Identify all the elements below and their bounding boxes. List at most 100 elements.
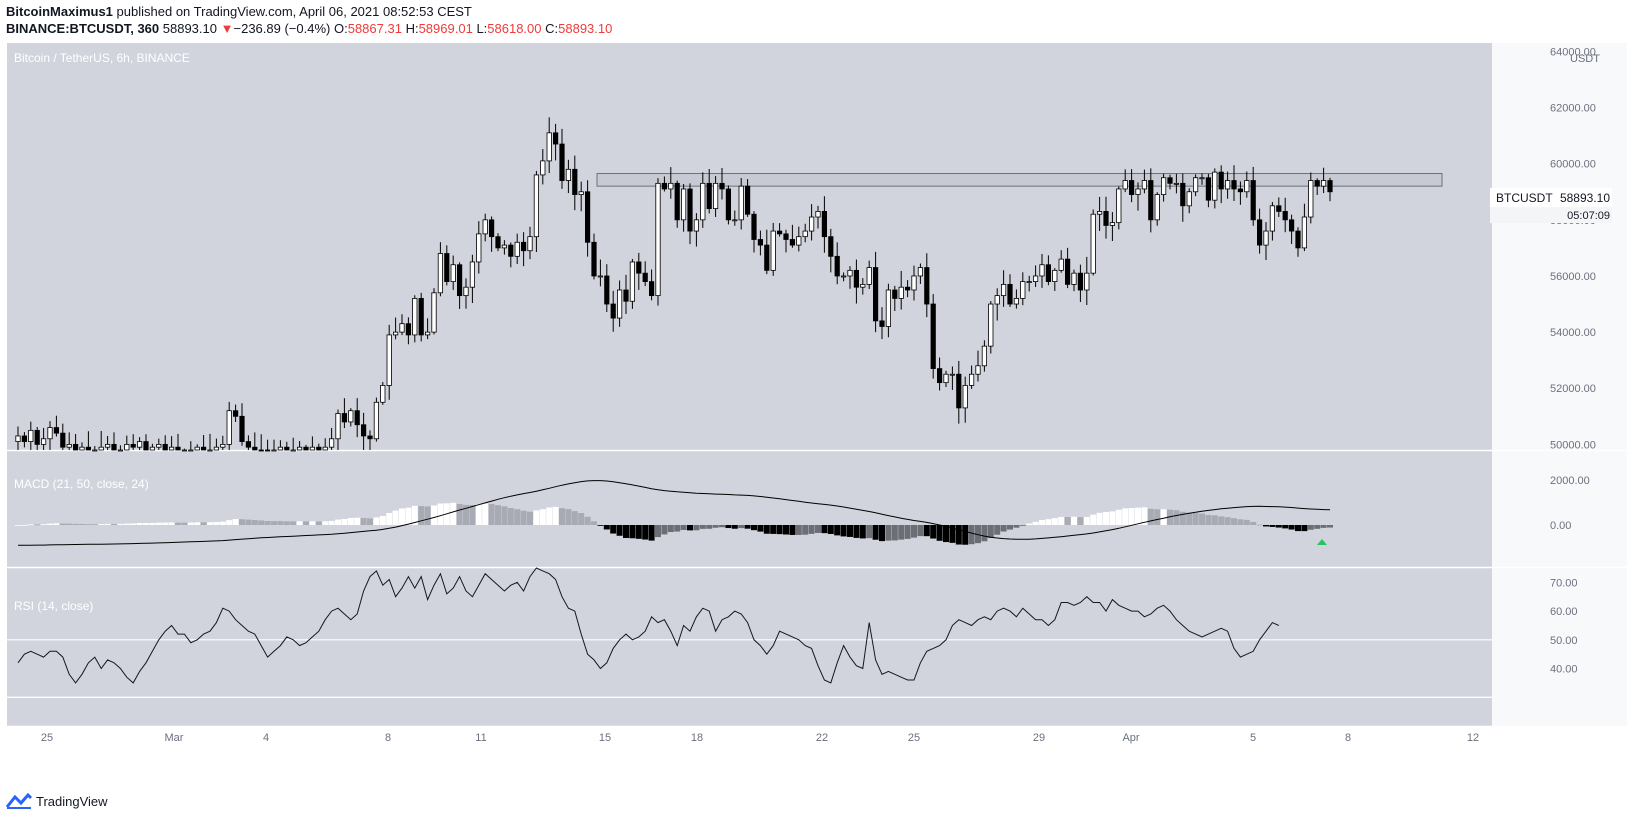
macd-histogram-bar — [847, 525, 853, 537]
candle-body — [796, 236, 802, 246]
time-tick-label: 5 — [1250, 732, 1256, 744]
chart-area[interactable]: 64000.0062000.0060000.0058000.0056000.00… — [0, 0, 1627, 790]
candle-body — [463, 286, 469, 297]
macd-histogram-bar — [783, 525, 789, 535]
rsi-tick-label: 40.00 — [1550, 664, 1578, 676]
price-tick-label: 64000.00 — [1550, 46, 1596, 58]
author-name[interactable]: BitcoinMaximus1 — [6, 4, 113, 19]
price-tag-countdown: 05:07:09 — [1567, 210, 1610, 222]
candle-body — [1212, 171, 1218, 201]
candle-body — [98, 446, 104, 451]
candle-body — [130, 443, 136, 448]
macd-histogram-bar — [834, 525, 841, 536]
candle-body — [1231, 180, 1237, 190]
macd-histogram-bar — [245, 519, 252, 525]
price-tick-label: 52000.00 — [1550, 383, 1596, 395]
candle-body — [1058, 258, 1064, 271]
macd-histogram-bar — [1013, 525, 1020, 528]
time-tick-label: 22 — [816, 732, 828, 744]
candle-body — [661, 182, 668, 190]
candle-body — [572, 168, 578, 195]
macd-histogram-bar — [187, 522, 194, 525]
macd-histogram-bar — [879, 525, 885, 542]
macd-histogram-bar — [936, 525, 943, 541]
candle-body — [1295, 230, 1301, 249]
main-pane-title: Bitcoin / TetherUS, 6h, BINANCE — [14, 51, 190, 65]
candle-body — [392, 331, 399, 336]
candle-body — [732, 219, 738, 222]
macd-histogram-bar — [66, 523, 73, 525]
macd-histogram-bar — [1320, 525, 1327, 528]
candle-body — [335, 413, 341, 440]
candle-body — [1161, 177, 1167, 195]
candle-body — [553, 132, 559, 145]
macd-histogram-bar — [328, 520, 335, 525]
candle-body — [162, 443, 168, 451]
candle-body — [802, 230, 808, 238]
candle-body — [969, 373, 975, 386]
macd-histogram-bar — [360, 518, 367, 525]
macd-histogram-bar — [482, 503, 489, 525]
candle-body — [687, 188, 693, 232]
macd-histogram-bar — [1026, 523, 1033, 525]
macd-histogram-bar — [1288, 525, 1295, 530]
macd-histogram-bar — [149, 522, 156, 525]
candle-body — [885, 289, 892, 327]
candle-body — [1026, 281, 1032, 283]
candle-body — [495, 236, 501, 249]
candle-body — [175, 446, 181, 451]
macd-histogram-bar — [1019, 525, 1026, 526]
macd-histogram-bar — [79, 523, 85, 525]
countdown-bg — [1490, 207, 1612, 223]
candle-body — [1109, 222, 1115, 226]
candle-body — [674, 182, 680, 221]
macd-histogram-bar — [795, 525, 802, 535]
candle-body — [981, 345, 988, 367]
candle-body — [431, 292, 437, 333]
time-tick-label: 25 — [908, 732, 920, 744]
macd-histogram-bar — [226, 520, 233, 525]
candle-body — [21, 435, 28, 442]
candle-body — [604, 275, 610, 305]
macd-histogram-bar — [1077, 517, 1084, 525]
macd-histogram-bar — [1154, 509, 1161, 525]
candle-body — [1007, 283, 1013, 305]
low-value: 58618.00 — [487, 21, 542, 36]
tradingview-footer[interactable]: TradingView — [6, 793, 108, 809]
macd-histogram-bar — [648, 525, 655, 541]
macd-histogram-bar — [277, 521, 284, 525]
macd-histogram-bar — [303, 521, 309, 525]
resistance-zone-layer — [596, 173, 1443, 187]
macd-histogram-bar — [181, 522, 188, 525]
candle-body — [341, 413, 348, 423]
macd-histogram-bar — [559, 508, 565, 525]
macd-histogram-bar — [674, 525, 681, 532]
candle-body — [28, 429, 34, 442]
macd-histogram-bar — [271, 521, 277, 525]
macd-histogram-bar — [789, 525, 796, 535]
candle-body — [847, 269, 853, 277]
candle-body — [111, 443, 117, 451]
candle-body — [853, 269, 860, 288]
candle-body — [610, 303, 616, 319]
candle-body — [258, 449, 264, 452]
candle-body — [322, 446, 328, 451]
rsi-pane-title: RSI (14, close) — [14, 599, 93, 613]
candle-body — [1205, 177, 1211, 201]
candle-body — [1148, 180, 1154, 221]
candle-body — [988, 303, 994, 347]
macd-histogram-bar — [661, 525, 668, 535]
candle-body — [828, 236, 834, 257]
macd-histogram-bar — [917, 525, 924, 537]
candle-body — [789, 239, 796, 246]
macd-histogram-bar — [603, 525, 610, 530]
macd-histogram-bar — [495, 505, 501, 525]
candle-body — [738, 185, 744, 221]
candle-body — [412, 298, 418, 336]
macd-histogram-bar — [738, 525, 745, 529]
candle-body — [1122, 180, 1128, 190]
candle-body — [1097, 211, 1103, 215]
macd-histogram-bar — [104, 523, 111, 525]
candle-body — [994, 295, 1000, 305]
macd-histogram-bar — [431, 505, 437, 525]
